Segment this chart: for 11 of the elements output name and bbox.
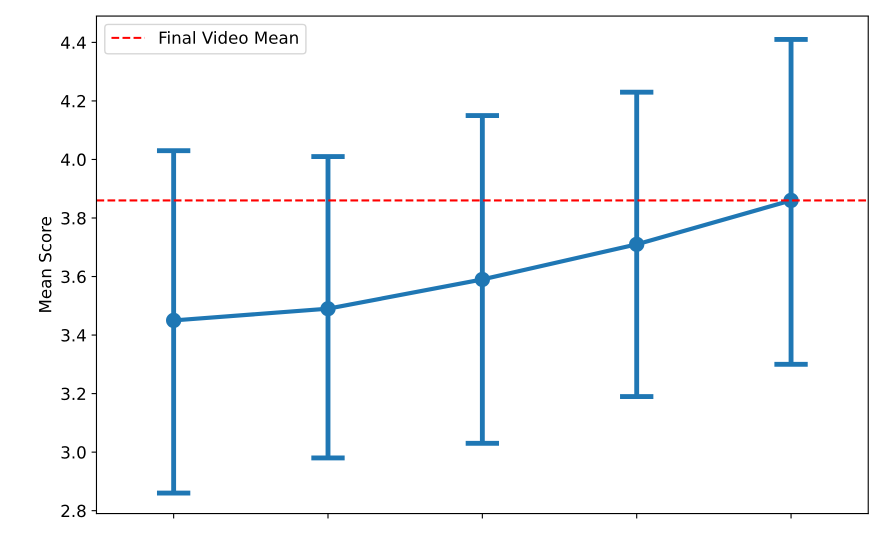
y-tick-label: 3.2	[62, 388, 86, 400]
y-tick-label: 3.6	[62, 270, 86, 284]
y-tick-label: 3.4	[62, 329, 86, 342]
y-tick-label: 3.0	[62, 446, 86, 459]
y-tick-label: 4.0	[61, 153, 86, 166]
legend-label: Final Video Mean	[160, 31, 298, 44]
y-axis-title: Mean Score	[38, 217, 52, 312]
y-tick-label: 3.8	[62, 212, 86, 225]
y-tick-label: 2.8	[61, 504, 86, 518]
y-tick-label: 4.4	[61, 36, 86, 49]
y-tick-label: 4.2	[61, 94, 86, 108]
